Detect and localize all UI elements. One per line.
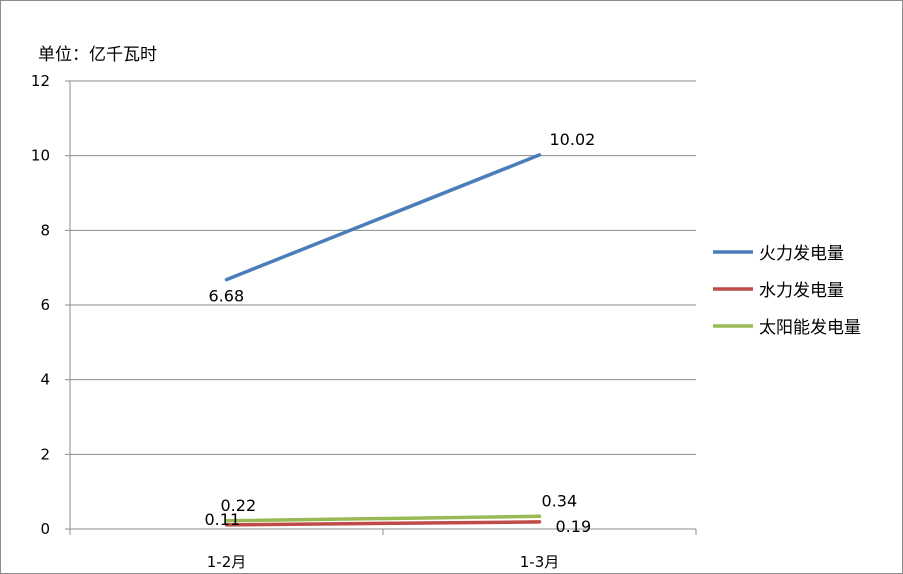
data-label: 0.34 — [542, 491, 578, 510]
data-label: 10.02 — [550, 130, 596, 149]
y-tick-label: 6 — [40, 296, 50, 314]
data-label: 0.11 — [205, 510, 241, 529]
legend-label-0: 火力发电量 — [759, 244, 844, 264]
series-line-1 — [224, 520, 542, 527]
data-labels: 6.68 10.02 0.11 0.19 0.22 0.34 — [205, 130, 596, 536]
series-lines — [224, 153, 542, 527]
y-tick-label: 2 — [40, 445, 50, 463]
y-tick-label: 8 — [40, 221, 50, 239]
axes — [65, 80, 697, 535]
data-label: 0.22 — [221, 496, 257, 515]
gridlines — [70, 80, 696, 455]
y-tick-label: 10 — [31, 147, 50, 165]
y-axis-ticks: 0 2 4 6 8 10 12 — [31, 72, 50, 538]
data-label: 6.68 — [209, 287, 245, 306]
y-tick-label: 4 — [40, 371, 50, 389]
x-axis-ticks: 1-2月 1-3月 — [207, 553, 560, 571]
unit-label: 单位：亿千瓦时 — [38, 45, 157, 65]
legend-label-2: 太阳能发电量 — [759, 318, 861, 338]
y-tick-label: 0 — [40, 520, 50, 538]
x-tick-label: 1-2月 — [207, 553, 247, 571]
x-tick-label: 1-3月 — [520, 553, 560, 571]
data-label: 0.19 — [556, 517, 592, 536]
y-tick-label: 12 — [31, 72, 50, 90]
series-line-2 — [224, 514, 542, 523]
legend-label-1: 水力发电量 — [759, 281, 844, 301]
series-line-0 — [224, 153, 542, 282]
